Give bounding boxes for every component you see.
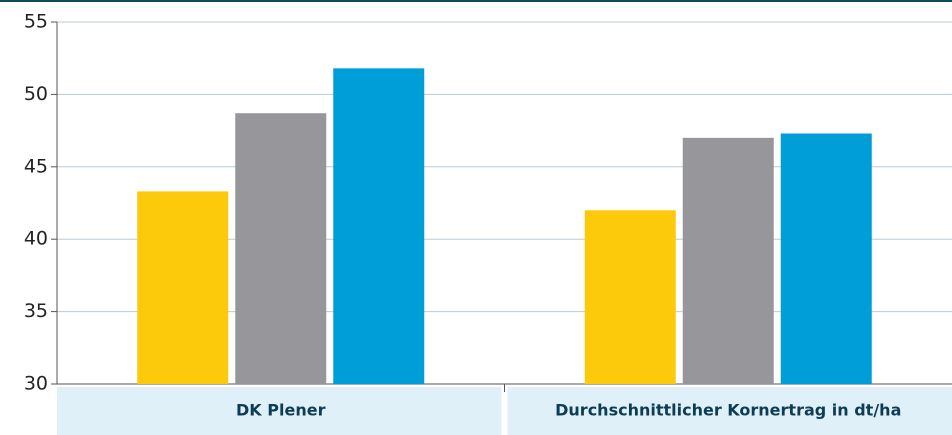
bar (235, 113, 327, 384)
category-box (57, 387, 502, 435)
bar (333, 68, 425, 384)
x-tick-label: DK Plener (236, 401, 326, 420)
category-box (507, 387, 952, 435)
bar (137, 191, 229, 384)
y-tick-label: 45 (24, 155, 48, 177)
top-border (0, 0, 952, 2)
x-tick-label: Durchschnittlicher Kornertrag in dt/ha (555, 401, 901, 420)
bar (682, 137, 774, 384)
y-tick-label: 50 (24, 83, 48, 105)
y-tick-label: 35 (24, 300, 48, 322)
y-tick-label: 55 (24, 11, 48, 33)
y-tick-label: 30 (24, 373, 48, 395)
y-tick-label: 40 (24, 228, 48, 250)
bar (780, 133, 872, 384)
bar (584, 210, 676, 384)
